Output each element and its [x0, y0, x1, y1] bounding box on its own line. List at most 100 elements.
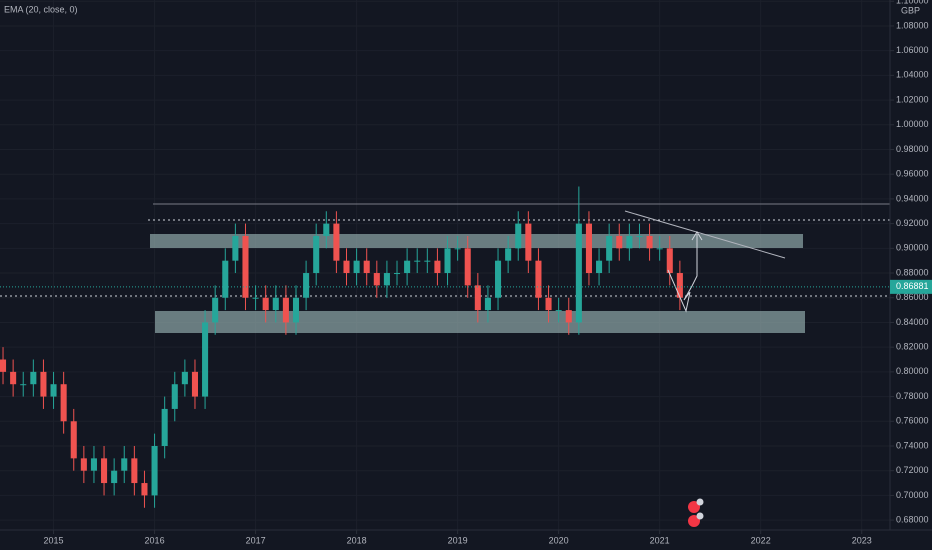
- x-tick-label: 2016: [145, 535, 165, 545]
- candle-body: [444, 248, 451, 274]
- candle-body: [404, 260, 411, 274]
- y-tick-label: 1.06000: [896, 45, 929, 55]
- y-tick-label: 0.96000: [896, 169, 929, 179]
- trend-line: [624, 210, 786, 259]
- x-tick-label: 2018: [347, 535, 367, 545]
- candle-body: [545, 297, 552, 311]
- candle-body: [70, 421, 77, 459]
- y-tick-label: 0.82000: [896, 342, 929, 352]
- candle-body: [676, 273, 683, 298]
- candle-body: [40, 371, 47, 397]
- candle-body: [212, 297, 219, 323]
- candle-body: [606, 235, 613, 261]
- x-tick-label: 2022: [751, 535, 771, 545]
- candle-body: [414, 260, 421, 262]
- candle-body: [565, 310, 572, 323]
- y-tick-label: 1.10000: [896, 0, 929, 6]
- candle-body: [596, 260, 603, 274]
- y-tick-label: 1.02000: [896, 94, 929, 104]
- candle-body: [646, 235, 653, 249]
- event-icons: [688, 498, 704, 527]
- arrow-head: [691, 231, 703, 241]
- candle-body: [474, 285, 481, 311]
- candle-body: [131, 458, 138, 484]
- candle-body: [656, 248, 663, 250]
- candle-body: [222, 260, 229, 298]
- candle-body: [292, 297, 300, 323]
- candle-body: [252, 297, 259, 299]
- candle-body: [454, 248, 461, 250]
- candle-body: [424, 260, 431, 262]
- candle-body: [111, 470, 118, 484]
- last-price-label: 0.86881: [896, 281, 929, 291]
- candle-body: [303, 273, 310, 298]
- y-tick-label: 0.88000: [896, 267, 929, 277]
- candle-body: [191, 371, 199, 397]
- y-tick-label: 0.74000: [896, 440, 929, 450]
- candle-body: [616, 235, 623, 249]
- y-tick-label: 0.90000: [896, 243, 929, 253]
- last-price-tag: [890, 279, 932, 294]
- candle-body: [353, 260, 360, 274]
- candle-body: [232, 235, 239, 261]
- event-badge: [696, 498, 704, 506]
- event-icon: [688, 515, 700, 527]
- candle-body: [484, 297, 491, 311]
- y-tick-label: 0.72000: [896, 465, 929, 475]
- x-tick-label: 2015: [44, 535, 64, 545]
- event-badge: [696, 512, 704, 520]
- candle-body: [60, 384, 67, 422]
- candle-body: [121, 458, 128, 471]
- y-tick-label: 0.92000: [896, 218, 929, 228]
- candle-body: [383, 273, 390, 286]
- x-tick-label: 2019: [448, 535, 468, 545]
- candle-body: [151, 445, 158, 496]
- y-tick-label: 1.04000: [896, 70, 929, 80]
- candle-body: [585, 223, 592, 274]
- y-tick-label: 0.68000: [896, 514, 929, 524]
- candle-body: [505, 248, 512, 261]
- candle-body: [393, 273, 401, 275]
- candle-body: [272, 297, 279, 311]
- y-tick-label: 0.76000: [896, 416, 929, 426]
- candle-body: [161, 408, 168, 446]
- candle-body: [535, 260, 542, 298]
- x-tick-label: 2017: [246, 535, 266, 545]
- candle-body: [101, 458, 108, 484]
- x-tick-label: 2020: [549, 535, 569, 545]
- currency-label: GBP: [901, 5, 920, 15]
- candle-body: [80, 458, 87, 471]
- x-tick-label: 2021: [650, 535, 670, 545]
- candle-body: [20, 384, 27, 386]
- candle-body: [363, 260, 370, 274]
- candle-body: [323, 223, 330, 236]
- y-tick-label: 0.84000: [896, 317, 929, 327]
- y-tick-label: 0.78000: [896, 391, 929, 401]
- candles: [0, 186, 683, 508]
- y-tick-label: 1.00000: [896, 119, 929, 129]
- candle-body: [10, 371, 17, 385]
- candle-body: [373, 273, 380, 286]
- candle-body: [555, 310, 562, 312]
- candle-body: [515, 223, 522, 249]
- candle-body: [575, 223, 582, 323]
- event-icon: [688, 501, 700, 513]
- candle-body: [666, 248, 673, 274]
- y-tick-label: 0.94000: [896, 193, 929, 203]
- candle-body: [434, 260, 441, 274]
- y-tick-label: 0.86000: [896, 292, 929, 302]
- projection-arrow: [667, 234, 698, 313]
- candle-body: [0, 359, 7, 372]
- candle-body: [282, 297, 289, 323]
- y-tick-label: 0.80000: [896, 366, 929, 376]
- y-tick-label: 0.70000: [896, 490, 929, 500]
- candle-body: [464, 248, 471, 286]
- candle-body: [525, 223, 532, 261]
- candle-body: [495, 260, 502, 298]
- x-tick-label: 2023: [852, 535, 872, 545]
- candle-body: [242, 235, 249, 298]
- candle-body: [262, 297, 269, 311]
- candle-body: [313, 235, 320, 274]
